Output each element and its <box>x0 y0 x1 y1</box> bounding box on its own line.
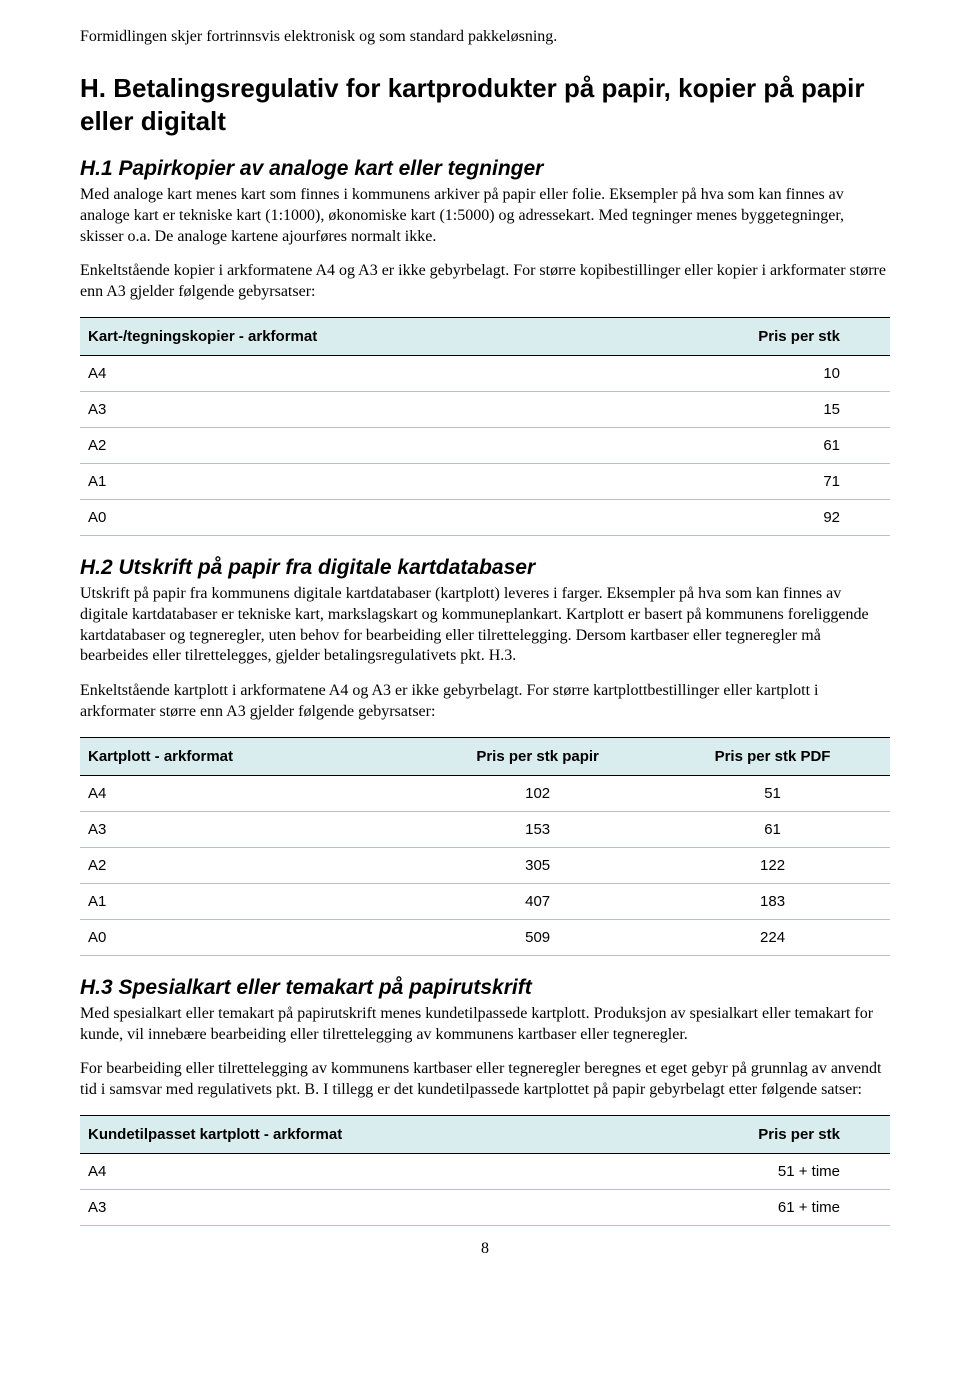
table-cell: 51 <box>655 775 890 811</box>
table-header-cell: Pris per stk <box>596 317 890 355</box>
h3-title: H.3 Spesialkart eller temakart på papiru… <box>80 976 890 1000</box>
table-cell: 509 <box>420 919 655 955</box>
table-cell: 305 <box>420 847 655 883</box>
table-cell: A1 <box>80 463 596 499</box>
h2-para2: Enkeltstående kartplott i arkformatene A… <box>80 681 890 723</box>
table-cell: 61 + time <box>614 1189 890 1225</box>
table-cell: 102 <box>420 775 655 811</box>
h3-table: Kundetilpasset kartplott - arkformat Pri… <box>80 1115 890 1226</box>
table-header-row: Kundetilpasset kartplott - arkformat Pri… <box>80 1115 890 1153</box>
table-cell: 224 <box>655 919 890 955</box>
table-cell: 122 <box>655 847 890 883</box>
table-cell: A4 <box>80 355 596 391</box>
table-header-cell: Pris per stk PDF <box>655 737 890 775</box>
table-row: A0509224 <box>80 919 890 955</box>
table-cell: A2 <box>80 427 596 463</box>
document-page: Formidlingen skjer fortrinnsvis elektron… <box>0 0 960 1278</box>
table-header-row: Kartplott - arkformat Pris per stk papir… <box>80 737 890 775</box>
table-header-cell: Pris per stk <box>614 1115 890 1153</box>
table-cell: A0 <box>80 499 596 535</box>
table-header-cell: Kart-/tegningskopier - arkformat <box>80 317 596 355</box>
h3-table-body: A451 + timeA361 + time <box>80 1153 890 1225</box>
table-row: A1407183 <box>80 883 890 919</box>
table-row: A410 <box>80 355 890 391</box>
h1-table-body: A410A315A261A171A092 <box>80 355 890 535</box>
intro-paragraph: Formidlingen skjer fortrinnsvis elektron… <box>80 28 890 46</box>
h1-para1: Med analoge kart menes kart som finnes i… <box>80 185 890 247</box>
h1-title: H.1 Papirkopier av analoge kart eller te… <box>80 157 890 181</box>
table-row: A361 + time <box>80 1189 890 1225</box>
h2-table: Kartplott - arkformat Pris per stk papir… <box>80 737 890 956</box>
table-row: A171 <box>80 463 890 499</box>
table-header-row: Kart-/tegningskopier - arkformat Pris pe… <box>80 317 890 355</box>
table-header-cell: Pris per stk papir <box>420 737 655 775</box>
table-cell: 183 <box>655 883 890 919</box>
table-cell: A4 <box>80 775 420 811</box>
table-cell: A0 <box>80 919 420 955</box>
table-row: A261 <box>80 427 890 463</box>
h3-para2: For bearbeiding eller tilrettelegging av… <box>80 1059 890 1101</box>
table-cell: 61 <box>655 811 890 847</box>
h1-table: Kart-/tegningskopier - arkformat Pris pe… <box>80 317 890 536</box>
table-header-cell: Kartplott - arkformat <box>80 737 420 775</box>
table-row: A2305122 <box>80 847 890 883</box>
h2-table-body: A410251A315361A2305122A1407183A0509224 <box>80 775 890 955</box>
table-cell: A4 <box>80 1153 614 1189</box>
table-row: A315361 <box>80 811 890 847</box>
h3-para1: Med spesialkart eller temakart på papiru… <box>80 1004 890 1046</box>
table-row: A451 + time <box>80 1153 890 1189</box>
table-cell: 51 + time <box>614 1153 890 1189</box>
page-number: 8 <box>80 1240 890 1258</box>
h1-para2: Enkeltstående kopier i arkformatene A4 o… <box>80 261 890 303</box>
table-cell: 61 <box>596 427 890 463</box>
table-cell: A1 <box>80 883 420 919</box>
h2-para1: Utskrift på papir fra kommunens digitale… <box>80 584 890 667</box>
table-cell: A3 <box>80 391 596 427</box>
table-cell: A3 <box>80 811 420 847</box>
table-row: A092 <box>80 499 890 535</box>
h2-title: H.2 Utskrift på papir fra digitale kartd… <box>80 556 890 580</box>
table-cell: 92 <box>596 499 890 535</box>
section-h-title: H. Betalingsregulativ for kartprodukter … <box>80 72 890 137</box>
table-cell: A3 <box>80 1189 614 1225</box>
table-row: A410251 <box>80 775 890 811</box>
table-cell: 15 <box>596 391 890 427</box>
table-cell: A2 <box>80 847 420 883</box>
table-cell: 407 <box>420 883 655 919</box>
table-row: A315 <box>80 391 890 427</box>
table-cell: 71 <box>596 463 890 499</box>
table-cell: 153 <box>420 811 655 847</box>
table-cell: 10 <box>596 355 890 391</box>
table-header-cell: Kundetilpasset kartplott - arkformat <box>80 1115 614 1153</box>
